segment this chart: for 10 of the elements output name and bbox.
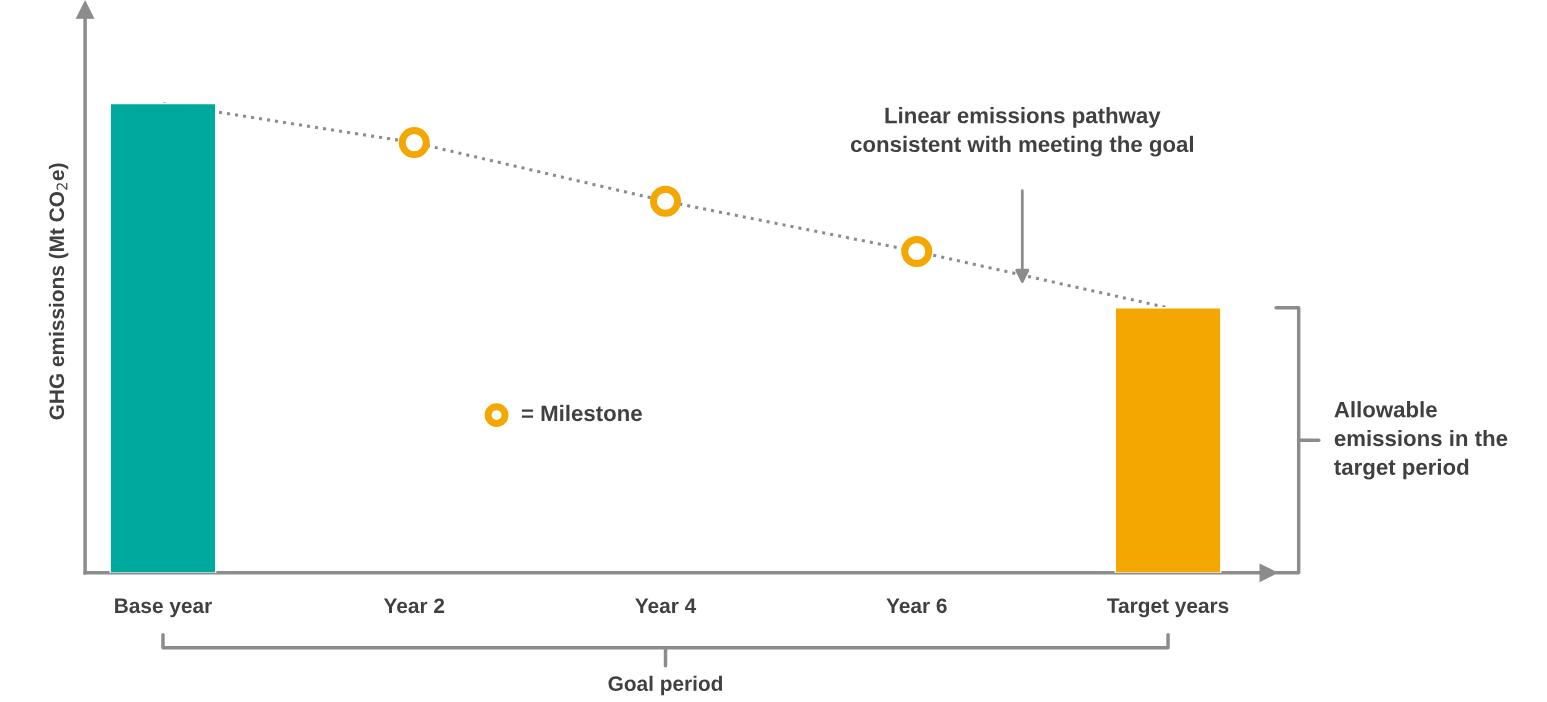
x-tick-label: Base year — [115, 598, 212, 618]
annotation: Linear emissions pathway consistent with meeting the goal — [850, 107, 1193, 157]
x-tick-label: Year 2 — [383, 598, 445, 614]
x-tick-label: Year 4 — [635, 598, 697, 614]
legend-label: = Milestone — [521, 404, 642, 422]
text: Goal period — [608, 675, 723, 696]
y-axis-title: GHG emissions (Mt CO$_{2}$e) — [48, 163, 69, 420]
text: Allowable emissions in the target period — [1334, 401, 1508, 480]
x-tick-label: Target years — [1107, 598, 1229, 618]
x-tick-label: Year 6 — [886, 598, 947, 614]
